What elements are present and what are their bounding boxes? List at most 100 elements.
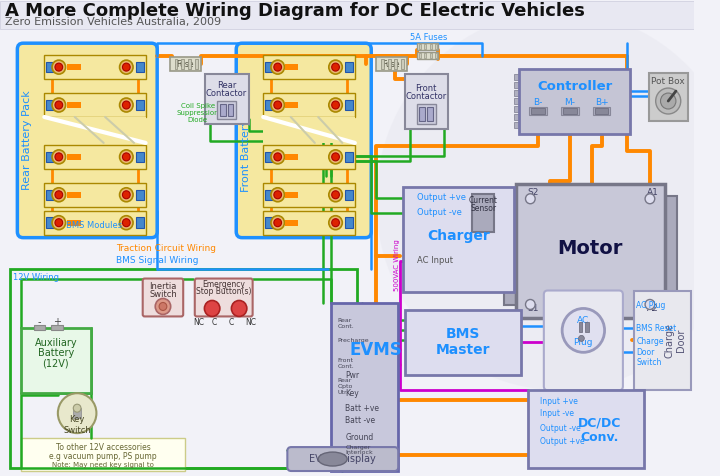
- Text: Rear Battery Pack: Rear Battery Pack: [22, 90, 32, 190]
- Circle shape: [122, 191, 130, 199]
- Circle shape: [526, 299, 535, 309]
- Text: Fuse: Fuse: [176, 60, 194, 69]
- Text: Pot Box: Pot Box: [652, 77, 685, 86]
- Bar: [403, 187, 514, 291]
- Circle shape: [274, 191, 282, 199]
- Text: Key: Key: [345, 389, 359, 398]
- Bar: [417, 104, 436, 124]
- FancyBboxPatch shape: [143, 278, 183, 317]
- Circle shape: [274, 218, 282, 227]
- Circle shape: [645, 194, 654, 204]
- Circle shape: [55, 101, 63, 109]
- Circle shape: [329, 60, 342, 74]
- Bar: [435, 44, 437, 49]
- Text: Plug: Plug: [574, 338, 593, 347]
- Bar: [430, 53, 432, 58]
- Bar: [518, 69, 630, 134]
- Circle shape: [656, 88, 680, 114]
- Circle shape: [660, 93, 676, 109]
- Bar: [595, 108, 608, 114]
- Text: Emergency: Emergency: [202, 280, 245, 289]
- Text: BMS Reset: BMS Reset: [636, 324, 677, 333]
- Bar: [73, 408, 81, 418]
- Text: Output -ve: Output -ve: [417, 208, 462, 217]
- Bar: [285, 64, 298, 70]
- Bar: [51, 326, 63, 330]
- Circle shape: [122, 63, 130, 71]
- Circle shape: [55, 63, 63, 71]
- Text: Input +ve: Input +ve: [540, 397, 578, 406]
- Text: -: -: [37, 317, 41, 327]
- Bar: [285, 102, 298, 108]
- Bar: [136, 189, 144, 200]
- Bar: [563, 108, 577, 114]
- Bar: [345, 189, 353, 200]
- Bar: [264, 145, 355, 169]
- FancyBboxPatch shape: [544, 290, 623, 390]
- Circle shape: [645, 299, 654, 309]
- Bar: [265, 62, 273, 72]
- Text: Charge
Door
Switch: Charge Door Switch: [636, 337, 664, 367]
- Bar: [514, 106, 518, 112]
- Text: Stop Button(s): Stop Button(s): [196, 287, 251, 296]
- Bar: [420, 107, 426, 121]
- Circle shape: [52, 216, 66, 230]
- Circle shape: [55, 218, 63, 227]
- Bar: [66, 102, 81, 108]
- Text: DC/DC
Conv.: DC/DC Conv.: [578, 416, 621, 444]
- Text: NC: NC: [193, 318, 204, 327]
- Circle shape: [120, 150, 133, 164]
- Text: S2: S2: [528, 188, 539, 197]
- Circle shape: [52, 60, 66, 74]
- FancyBboxPatch shape: [287, 447, 398, 471]
- Circle shape: [122, 101, 130, 109]
- Text: AC Plug: AC Plug: [636, 301, 666, 310]
- Text: EVMS: EVMS: [350, 341, 402, 359]
- Circle shape: [52, 150, 66, 164]
- Bar: [264, 55, 355, 79]
- Circle shape: [579, 336, 585, 341]
- Text: Note: May need key signal to: Note: May need key signal to: [53, 462, 154, 468]
- Bar: [420, 53, 421, 58]
- Bar: [531, 108, 545, 114]
- Bar: [265, 218, 273, 228]
- Bar: [345, 62, 353, 72]
- Bar: [345, 100, 353, 110]
- Bar: [424, 44, 426, 49]
- Text: (12V): (12V): [42, 358, 69, 368]
- Circle shape: [231, 300, 247, 317]
- Text: Traction Circuit Wiring: Traction Circuit Wiring: [116, 244, 216, 253]
- Bar: [345, 218, 353, 228]
- Circle shape: [271, 98, 284, 112]
- Text: A1: A1: [647, 188, 659, 197]
- Text: Rear: Rear: [217, 80, 236, 89]
- Bar: [514, 122, 518, 128]
- Text: Front: Front: [415, 84, 437, 92]
- Text: Input -ve: Input -ve: [540, 409, 574, 417]
- Text: Controller: Controller: [537, 79, 612, 92]
- Text: Batt -ve: Batt -ve: [345, 416, 375, 425]
- Circle shape: [55, 153, 63, 161]
- Circle shape: [526, 194, 535, 204]
- Text: A More Complete Wiring Diagram for DC Electric Vehicles: A More Complete Wiring Diagram for DC El…: [5, 2, 585, 20]
- Circle shape: [52, 188, 66, 202]
- Circle shape: [120, 98, 133, 112]
- Text: A2: A2: [647, 304, 659, 313]
- Text: Charge
Door: Charge Door: [664, 323, 685, 358]
- Circle shape: [58, 393, 96, 433]
- Bar: [665, 196, 677, 306]
- Bar: [264, 183, 355, 207]
- Circle shape: [274, 101, 282, 109]
- Bar: [45, 55, 145, 79]
- Text: Ground: Ground: [345, 433, 374, 442]
- Text: AC Input: AC Input: [417, 256, 453, 265]
- Bar: [136, 62, 144, 72]
- Text: Output +ve: Output +ve: [540, 436, 585, 446]
- Text: EVMS Display: EVMS Display: [309, 454, 376, 464]
- Bar: [45, 145, 145, 169]
- Circle shape: [120, 216, 133, 230]
- Circle shape: [159, 302, 167, 310]
- Bar: [427, 107, 433, 121]
- Bar: [514, 90, 518, 96]
- Bar: [21, 438, 185, 471]
